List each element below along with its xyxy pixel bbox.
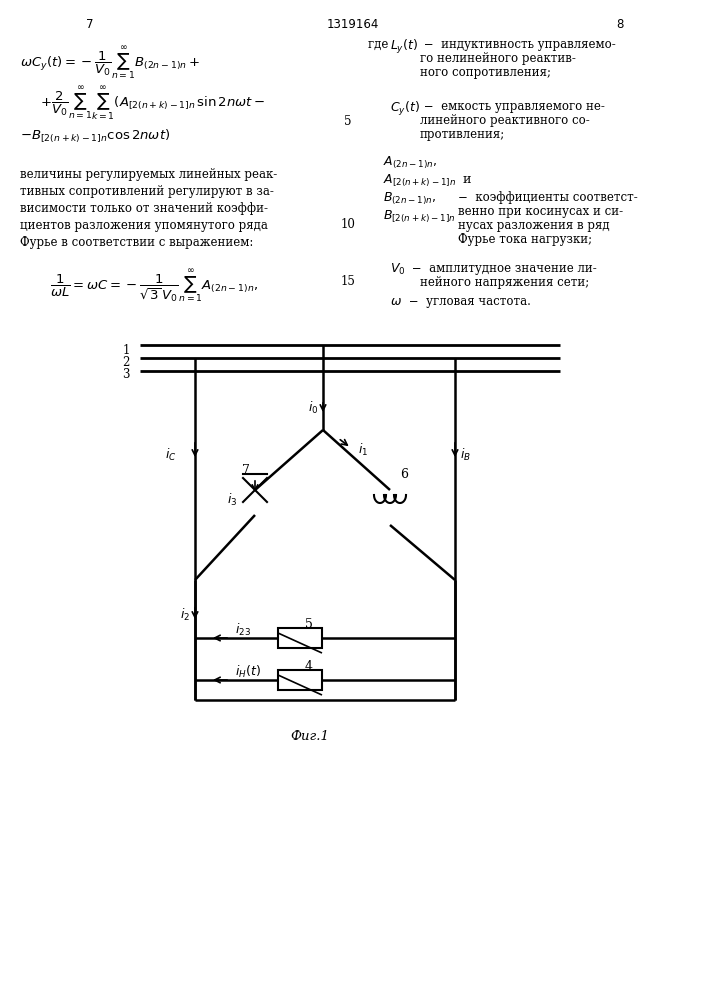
Bar [278,628,322,648]
Text: 6: 6 [400,468,408,482]
Text: $B_{(2n-1)n},$: $B_{(2n-1)n},$ [383,191,436,207]
Text: $\dfrac{1}{\omega L}=\omega C=-\dfrac{1}{\sqrt{3}\,V_0}\sum_{n=1}^{\infty}A_{(2n: $\dfrac{1}{\omega L}=\omega C=-\dfrac{1}… [50,268,258,305]
Text: $i_H(t)$: $i_H(t)$ [235,664,261,680]
Text: 1319164: 1319164 [327,18,379,31]
Text: $V_0$: $V_0$ [390,262,406,277]
Text: нусах разложения в ряд: нусах разложения в ряд [458,219,609,232]
Text: $i_{23}$: $i_{23}$ [235,622,251,638]
Text: −  угловая частота.: − угловая частота. [405,295,531,308]
Text: венно при косинусах и си-: венно при косинусах и си- [458,205,623,218]
Text: 2: 2 [122,356,130,368]
Text: противления;: противления; [420,128,506,141]
Text: $i_3$: $i_3$ [227,492,237,508]
Text: 4: 4 [305,660,313,672]
Text: 8: 8 [617,18,624,31]
Text: $C_y(t)$: $C_y(t)$ [390,100,420,118]
Text: $B_{[2(n+k)-1]n}$: $B_{[2(n+k)-1]n}$ [383,209,455,225]
Text: Фурье тока нагрузки;: Фурье тока нагрузки; [458,233,592,246]
Text: 3: 3 [122,367,130,380]
Text: $A_{[2(n+k)-1]n}$  и: $A_{[2(n+k)-1]n}$ и [383,173,473,189]
Text: $L_y(t)$: $L_y(t)$ [390,38,418,56]
Text: $\omega C_y(t)= -\dfrac{1}{V_0}\sum_{n=1}^{\infty}B_{(2n-1)n}+$: $\omega C_y(t)= -\dfrac{1}{V_0}\sum_{n=1… [20,45,200,82]
Text: где: где [368,38,396,51]
Text: нейного напряжения сети;: нейного напряжения сети; [420,276,589,289]
Text: 10: 10 [341,218,356,231]
Text: Фиг.1: Фиг.1 [291,730,329,743]
Text: 5: 5 [305,617,313,631]
Text: 7: 7 [86,18,94,31]
Text: $i_C$: $i_C$ [165,447,177,463]
Bar [278,670,322,690]
Text: −  емкость управляемого не-: − емкость управляемого не- [420,100,605,113]
Text: $+\dfrac{2}{V_0}\sum_{n=1}^{\infty}\sum_{k=1}^{\infty}(A_{[2(n+k)-1]n}\,\sin 2n\: $+\dfrac{2}{V_0}\sum_{n=1}^{\infty}\sum_… [40,85,265,123]
Text: величины регулируемых линейных реак-
тивных сопротивлений регулируют в за-
висим: величины регулируемых линейных реак- тив… [20,168,277,249]
Text: $i_B$: $i_B$ [460,447,471,463]
Text: −  индуктивность управляемо-: − индуктивность управляемо- [420,38,616,51]
Text: ного сопротивления;: ного сопротивления; [420,66,551,79]
Text: −  амплитудное значение ли-: − амплитудное значение ли- [408,262,597,275]
Text: $i_1$: $i_1$ [358,442,368,458]
Text: 1: 1 [122,344,130,357]
Text: го нелинейного реактив-: го нелинейного реактив- [420,52,576,65]
Text: 5: 5 [344,115,352,128]
Text: $-B_{[2(n+k)-1]n}\cos 2n\omega t)$: $-B_{[2(n+k)-1]n}\cos 2n\omega t)$ [20,128,170,145]
Text: $i_2$: $i_2$ [180,607,190,623]
Text: −  коэффициенты соответст-: − коэффициенты соответст- [458,191,638,204]
Text: линейного реактивного со-: линейного реактивного со- [420,114,590,127]
Text: $\omega$: $\omega$ [390,295,402,308]
Text: 15: 15 [341,275,356,288]
Text: $A_{(2n-1)n},$: $A_{(2n-1)n},$ [383,155,437,171]
Text: 7: 7 [242,464,250,477]
Text: $i_0$: $i_0$ [308,400,318,416]
